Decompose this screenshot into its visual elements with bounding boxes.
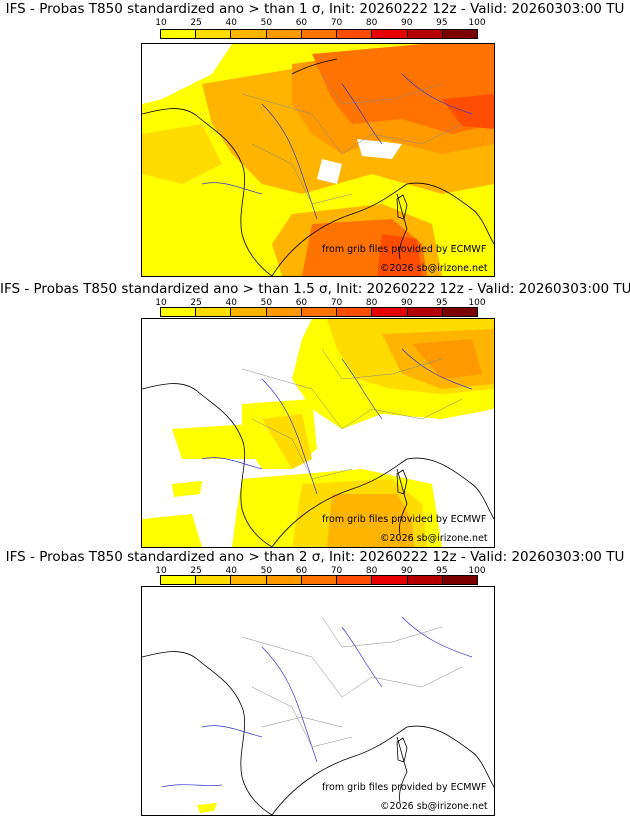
colorbar-tick-label: 40 [225,566,237,576]
colorbar-tick-label: 90 [401,298,413,308]
colorbar-tick-label: 95 [436,298,448,308]
map-panel-2: IFS - Probas T850 standardized ano > tha… [0,276,630,548]
colorbar-tick-label: 60 [295,566,308,576]
colorbar-segment [337,308,373,316]
colorbar-tick-label: 70 [330,18,343,28]
copyright-credit: ©2026 sb@irizone.net [380,263,626,274]
colorbar-tick-label: 25 [190,566,202,576]
colorbar-tick-label: 100 [468,18,486,28]
colorbar-segment [161,308,197,316]
colorbar-segment [266,308,302,316]
colorbar-segment [407,308,443,316]
colorbar-tick-label: 60 [295,18,308,28]
colorbar-tick-label: 40 [225,18,237,28]
colorbar-segment [196,308,232,316]
colorbar-segment [301,30,338,38]
colorbar-tick-label: 10 [155,18,167,28]
colorbar [160,307,478,317]
colorbar-segment [372,308,408,316]
colorbar-segment [161,576,197,584]
colorbar-segment [407,30,443,38]
map-panel-3: IFS - Probas T850 standardized ano > tha… [0,546,630,816]
colorbar-tick-label: 10 [155,566,167,576]
colorbar-tick-label: 50 [260,298,273,308]
colorbar-tick-label: 25 [190,18,202,28]
copyright-credit: ©2026 sb@irizone.net [380,533,488,544]
colorbar-segment [372,30,408,38]
colorbar-segment [442,576,477,584]
colorbar-segment [231,30,267,38]
colorbar-tick-label: 25 [190,298,202,308]
colorbar-tick-label: 50 [260,566,273,576]
colorbar-segment [266,30,302,38]
map-panel-1: IFS - Probas T850 standardized ano > tha… [0,0,630,277]
colorbar-tick-label: 70 [330,298,343,308]
colorbar-tick-label: 40 [225,298,237,308]
colorbar-segment [301,576,338,584]
probability-map [141,43,495,277]
colorbar-tick-label: 80 [365,18,378,28]
colorbar-tick-label: 100 [468,566,486,576]
colorbar-segment [442,30,477,38]
colorbar-segment [337,576,373,584]
colorbar-segment [161,30,197,38]
colorbar-tick-label: 10 [155,298,167,308]
colorbar-segment [372,576,408,584]
colorbar-tick-label: 90 [401,566,413,576]
colorbar [160,575,478,585]
colorbar-tick-label: 90 [401,18,413,28]
probability-map [141,586,495,816]
colorbar-segment [407,576,443,584]
colorbar-segment [442,308,477,316]
colorbar-tick-label: 50 [260,18,273,28]
colorbar-tick-label: 70 [330,566,343,576]
colorbar-tick-label: 60 [295,298,308,308]
source-credit: from grib files provided by ECMWF [322,244,487,255]
colorbar-segment [337,30,373,38]
probability-map [141,318,495,548]
colorbar-labels: 10 25 40 50 60 70 80 90 95 100 [155,18,485,28]
colorbar-tick-label: 80 [365,566,378,576]
colorbar-segment [231,576,267,584]
copyright-credit: ©2026 sb@irizone.net [380,801,488,812]
colorbar-segment [266,576,302,584]
colorbar-segment [231,308,267,316]
colorbar-tick-label: 95 [436,566,448,576]
colorbar-segment [196,576,232,584]
colorbar-tick-label: 95 [436,18,448,28]
colorbar-segment [301,308,338,316]
colorbar [160,29,478,39]
colorbar-tick-label: 80 [365,298,378,308]
panel-title: IFS - Probas T850 standardized ano > tha… [0,281,630,297]
colorbar-segment [196,30,232,38]
colorbar-labels: 10 25 40 50 60 70 80 90 95 100 [155,298,485,308]
source-credit: from grib files provided by ECMWF [322,782,487,793]
colorbar-tick-label: 100 [468,298,486,308]
panel-title: IFS - Probas T850 standardized ano > tha… [5,1,625,17]
source-credit: from grib files provided by ECMWF [322,514,487,525]
panel-title: IFS - Probas T850 standardized ano > tha… [5,549,625,565]
colorbar-labels: 10 25 40 50 60 70 80 90 95 100 [155,566,485,576]
